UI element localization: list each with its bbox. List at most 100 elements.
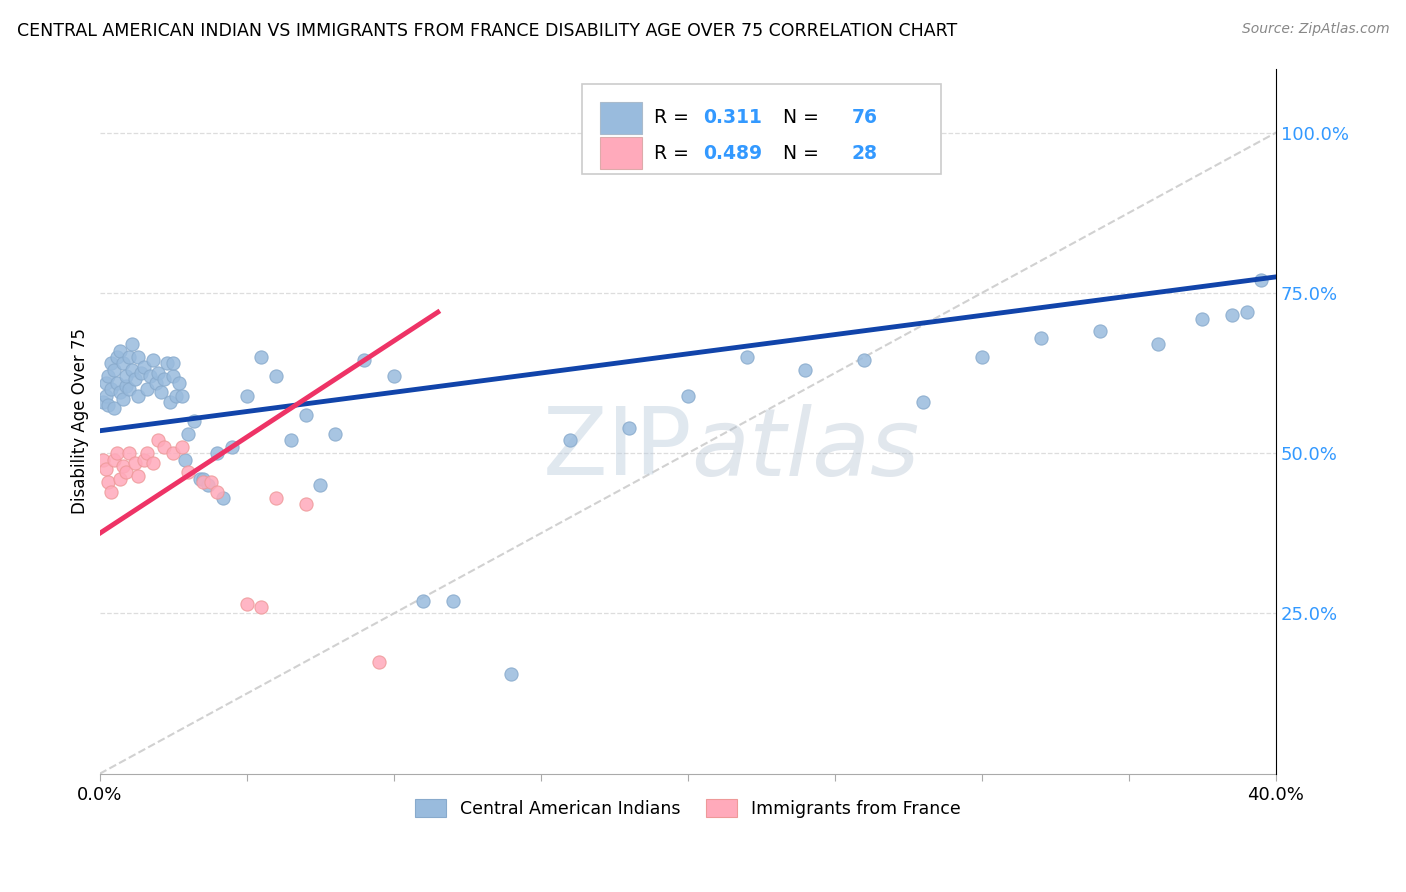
Text: Source: ZipAtlas.com: Source: ZipAtlas.com: [1241, 22, 1389, 37]
Text: N =: N =: [765, 109, 825, 128]
Point: [1191, 311, 1213, 326]
Point: [177, 466, 200, 480]
Text: 76: 76: [851, 109, 877, 128]
Point: [250, 600, 273, 615]
Point: [235, 388, 257, 402]
Legend: Central American Indians, Immigrants from France: Central American Indians, Immigrants fro…: [408, 792, 969, 825]
Text: CENTRAL AMERICAN INDIAN VS IMMIGRANTS FROM FRANCE DISABILITY AGE OVER 75 CORRELA: CENTRAL AMERICAN INDIAN VS IMMIGRANTS FR…: [17, 22, 957, 40]
Point: [150, 385, 173, 400]
Point: [132, 359, 155, 374]
Point: [1029, 331, 1052, 345]
Point: [110, 472, 132, 486]
Point: [112, 356, 135, 370]
Point: [250, 350, 273, 364]
Point: [170, 388, 193, 402]
Point: [735, 350, 758, 364]
Point: [100, 356, 122, 370]
Point: [412, 593, 434, 607]
Point: [103, 401, 125, 416]
Point: [159, 395, 181, 409]
Point: [323, 427, 346, 442]
FancyBboxPatch shape: [599, 102, 643, 134]
Point: [212, 491, 235, 505]
Point: [94, 376, 117, 390]
Point: [170, 440, 193, 454]
Point: [676, 388, 699, 402]
Point: [207, 484, 229, 499]
Point: [191, 475, 214, 489]
Point: [105, 376, 128, 390]
Y-axis label: Disability Age Over 75: Disability Age Over 75: [72, 328, 89, 514]
Point: [162, 356, 184, 370]
Point: [145, 376, 167, 390]
Point: [135, 382, 157, 396]
Point: [118, 446, 141, 460]
Point: [121, 337, 143, 351]
Point: [118, 382, 141, 396]
Point: [1147, 337, 1170, 351]
Point: [1250, 273, 1272, 287]
Point: [617, 420, 640, 434]
Text: R =: R =: [654, 144, 695, 162]
Point: [118, 350, 141, 364]
Point: [127, 468, 149, 483]
Point: [1220, 309, 1243, 323]
Point: [207, 446, 229, 460]
Point: [162, 369, 184, 384]
Text: ZIP: ZIP: [543, 403, 692, 495]
Point: [794, 363, 817, 377]
Point: [200, 475, 222, 489]
Text: N =: N =: [765, 144, 825, 162]
Point: [142, 353, 165, 368]
Point: [121, 363, 143, 377]
Point: [162, 446, 184, 460]
Point: [153, 440, 176, 454]
Point: [1088, 325, 1111, 339]
Point: [127, 350, 149, 364]
Point: [188, 472, 211, 486]
Point: [112, 392, 135, 406]
Point: [148, 434, 170, 448]
Point: [110, 343, 132, 358]
Point: [132, 452, 155, 467]
Point: [280, 434, 302, 448]
Point: [560, 434, 582, 448]
Point: [156, 356, 179, 370]
Point: [264, 369, 287, 384]
Point: [94, 462, 117, 476]
Point: [91, 452, 114, 467]
FancyBboxPatch shape: [582, 84, 941, 174]
Point: [91, 395, 114, 409]
Point: [97, 475, 120, 489]
Point: [441, 593, 464, 607]
Point: [264, 491, 287, 505]
Point: [129, 366, 152, 380]
Point: [124, 372, 146, 386]
Point: [382, 369, 405, 384]
Point: [853, 353, 876, 368]
Point: [368, 655, 391, 669]
Text: 28: 28: [851, 144, 877, 162]
Point: [124, 456, 146, 470]
Text: R =: R =: [654, 109, 695, 128]
Point: [353, 353, 375, 368]
Point: [1236, 305, 1258, 319]
Point: [105, 446, 128, 460]
Point: [167, 376, 190, 390]
Point: [294, 408, 316, 422]
Point: [115, 466, 138, 480]
Point: [103, 452, 125, 467]
Point: [105, 350, 128, 364]
Point: [94, 388, 117, 402]
Text: 0.489: 0.489: [703, 144, 762, 162]
Point: [501, 667, 523, 681]
Point: [912, 395, 935, 409]
Point: [127, 388, 149, 402]
Point: [135, 446, 157, 460]
Point: [309, 478, 332, 492]
Point: [197, 478, 219, 492]
Point: [294, 498, 316, 512]
Point: [103, 363, 125, 377]
Point: [110, 385, 132, 400]
Point: [138, 369, 160, 384]
